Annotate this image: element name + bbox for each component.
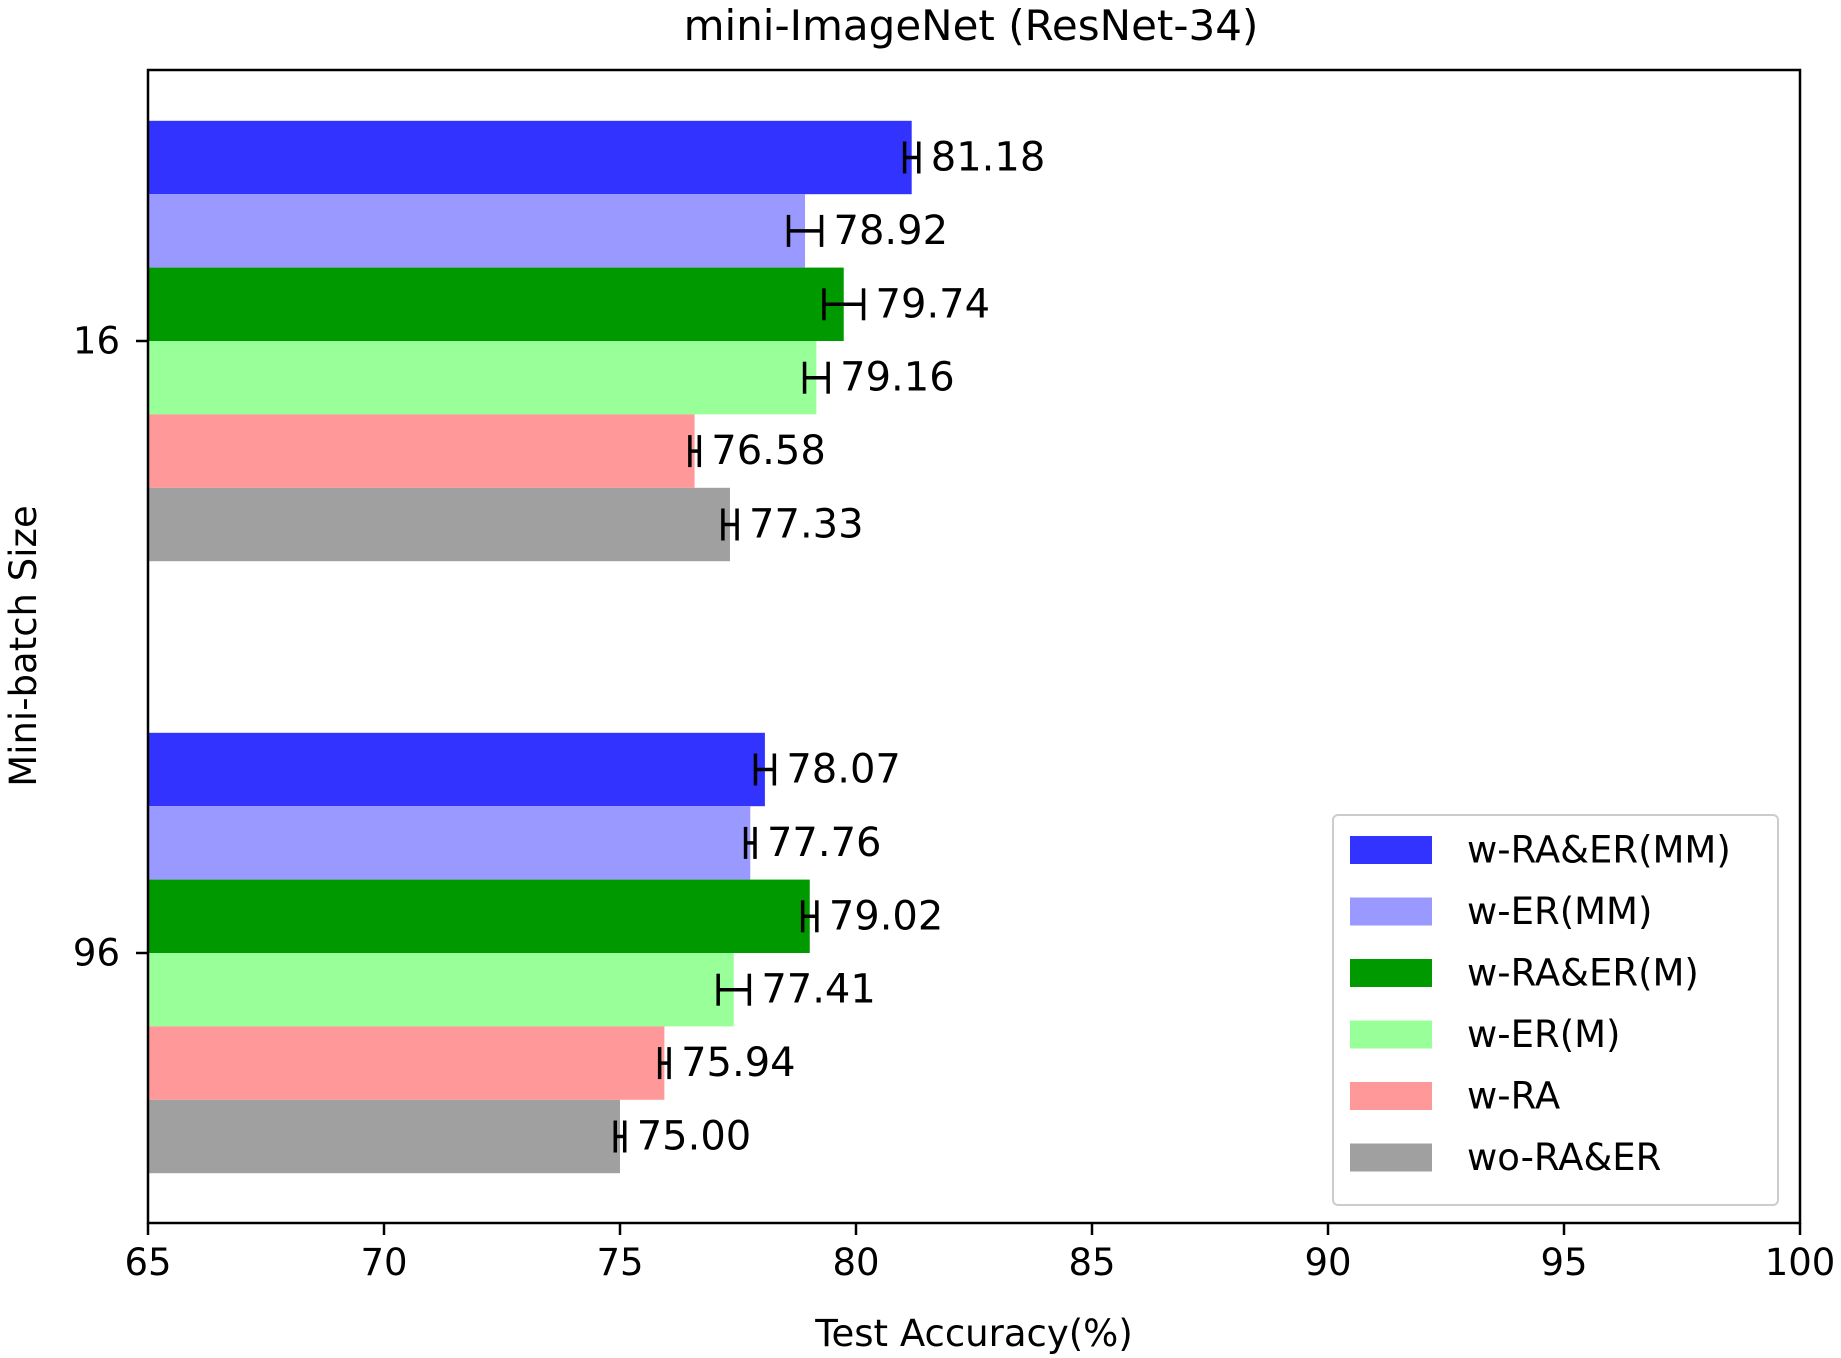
x-tick-label: 85	[1068, 1241, 1115, 1284]
bar	[148, 341, 817, 415]
bar	[148, 1026, 665, 1100]
bar	[148, 1099, 620, 1174]
bar-value-label: 75.00	[637, 1114, 752, 1160]
bar	[148, 414, 695, 488]
legend-label: w-ER(MM)	[1467, 890, 1652, 933]
bar-value-label: 79.02	[829, 893, 944, 939]
bar-value-label: 81.18	[931, 135, 1046, 181]
legend-swatch	[1350, 959, 1432, 987]
error-bar	[613, 1120, 627, 1153]
legend-label: w-RA	[1467, 1075, 1560, 1118]
legend-item: wo-RA&ER	[1350, 1136, 1661, 1179]
legend: w-RA&ER(MM) w-ER(MM) w-RA&ER(M) w-ER(M) w-RA…	[1332, 814, 1779, 1206]
bar	[148, 120, 912, 195]
bar-value-label: 77.33	[749, 502, 864, 548]
error-bar	[743, 826, 757, 859]
bar	[148, 194, 806, 268]
error-bar	[716, 973, 752, 1006]
value-labels: 81.18 78.07 78.92 77.76 79.74 79.02 79.16 77.41…	[637, 135, 1046, 1160]
bar-value-label: 77.76	[767, 820, 882, 866]
bar-value-label: 76.58	[711, 428, 826, 474]
error-bar	[800, 900, 819, 933]
legend-frame	[1332, 814, 1779, 1206]
error-bar	[802, 361, 830, 394]
x-tick-label: 70	[360, 1241, 407, 1284]
error-bar	[822, 288, 866, 321]
x-axis-ticks: 65 70 75 80 85 90 95 100	[124, 1223, 1835, 1284]
bar	[148, 806, 751, 880]
error-bar	[657, 1047, 671, 1080]
error-bar	[786, 214, 824, 247]
legend-swatch	[1350, 1143, 1432, 1172]
legend-swatch	[1350, 897, 1432, 926]
bar-value-label: 78.92	[834, 208, 949, 254]
legend-item: w-RA&ER(MM)	[1350, 829, 1731, 872]
bar	[148, 953, 734, 1027]
legend-item: w-ER(M)	[1350, 1013, 1621, 1056]
bar-value-label: 79.74	[876, 281, 991, 327]
legend-swatch	[1350, 836, 1432, 864]
legend-item: w-ER(MM)	[1350, 890, 1652, 933]
bar	[148, 879, 810, 953]
error-bars	[613, 141, 921, 1153]
y-tick-label: 96	[73, 932, 120, 975]
error-bar	[753, 753, 777, 786]
legend-swatch	[1350, 1082, 1432, 1110]
error-bar	[688, 435, 702, 468]
x-tick-label: 100	[1765, 1241, 1836, 1284]
bar-value-label: 78.07	[786, 747, 901, 793]
legend-label: w-RA&ER(MM)	[1467, 829, 1731, 872]
legend-swatch	[1350, 1020, 1432, 1049]
legend-item: w-RA&ER(M)	[1350, 952, 1699, 995]
legend-item: w-RA	[1350, 1075, 1560, 1118]
plot-frame	[146, 68, 1802, 1225]
x-tick-label: 90	[1304, 1241, 1351, 1284]
chart-title: mini-ImageNet (ResNet-34)	[684, 1, 1259, 50]
bar	[148, 267, 844, 341]
x-tick-label: 65	[124, 1241, 171, 1284]
bar	[148, 732, 765, 807]
bar-value-label: 75.94	[681, 1040, 796, 1086]
legend-label: w-RA&ER(M)	[1467, 952, 1699, 995]
legend-label: w-ER(M)	[1467, 1013, 1621, 1056]
bar-value-label: 79.16	[840, 355, 955, 401]
bar	[148, 487, 730, 562]
error-bar	[721, 508, 739, 541]
legend-label: wo-RA&ER	[1467, 1136, 1661, 1179]
bars	[148, 120, 912, 1174]
y-axis-label: Mini-batch Size	[2, 505, 45, 786]
x-tick-label: 75	[596, 1241, 643, 1284]
x-tick-label: 80	[832, 1241, 879, 1284]
x-axis-label: Test Accuracy(%)	[814, 1312, 1133, 1355]
bar-value-label: 77.41	[761, 967, 876, 1013]
y-tick-label: 16	[73, 320, 120, 363]
x-tick-label: 95	[1540, 1241, 1587, 1284]
error-bar	[902, 141, 921, 174]
